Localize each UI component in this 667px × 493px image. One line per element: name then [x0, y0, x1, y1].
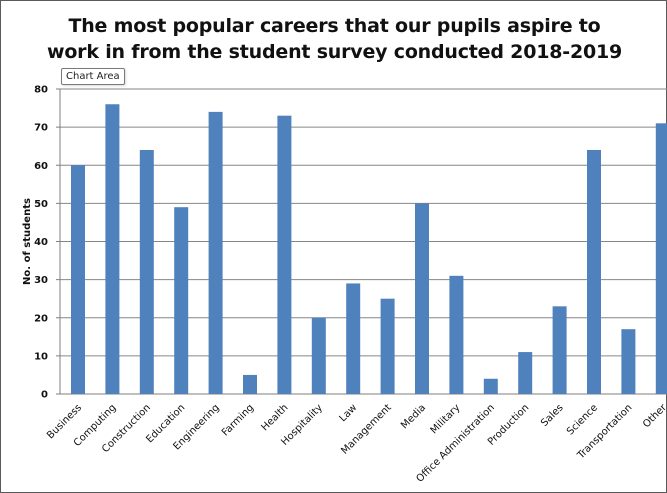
bar	[449, 275, 464, 394]
category-label: Science	[565, 402, 600, 437]
bar	[277, 115, 292, 394]
bar	[71, 165, 85, 394]
bar	[243, 374, 257, 394]
bar	[105, 104, 120, 394]
bar	[415, 203, 429, 394]
y-tick-label: 70	[34, 123, 48, 134]
y-tick-label: 0	[41, 390, 48, 401]
bar	[174, 207, 189, 394]
bar	[655, 123, 667, 394]
category-label: Media	[399, 402, 428, 431]
category-label: Other	[641, 402, 667, 430]
category-label: Law	[337, 402, 359, 424]
y-axis-title: No. of students	[22, 198, 33, 285]
category-label: Farming	[220, 402, 256, 438]
y-tick-label: 60	[34, 161, 48, 172]
chart-title-line-2: work in from the student survey conducte…	[46, 41, 623, 63]
y-tick-label: 50	[34, 199, 48, 210]
bar	[139, 150, 154, 394]
y-tick-label: 40	[34, 237, 48, 248]
chart-area-tooltip: Chart Area	[61, 68, 125, 85]
y-tick-label: 20	[34, 313, 48, 324]
bar	[346, 283, 361, 394]
category-label: Sales	[539, 402, 566, 429]
y-tick-label: 10	[34, 351, 48, 362]
bar	[552, 306, 567, 394]
bar	[621, 329, 636, 394]
bar	[518, 352, 533, 394]
bar	[380, 298, 395, 394]
bar	[208, 111, 223, 394]
category-label: Health	[260, 402, 291, 433]
bar	[483, 378, 498, 394]
bar	[311, 317, 326, 394]
bar	[587, 150, 601, 394]
chart-title-line-1: The most popular careers that our pupils…	[68, 15, 601, 37]
category-label: Military	[429, 402, 463, 436]
y-tick-label: 80	[34, 85, 48, 96]
y-tick-label: 30	[34, 275, 48, 286]
